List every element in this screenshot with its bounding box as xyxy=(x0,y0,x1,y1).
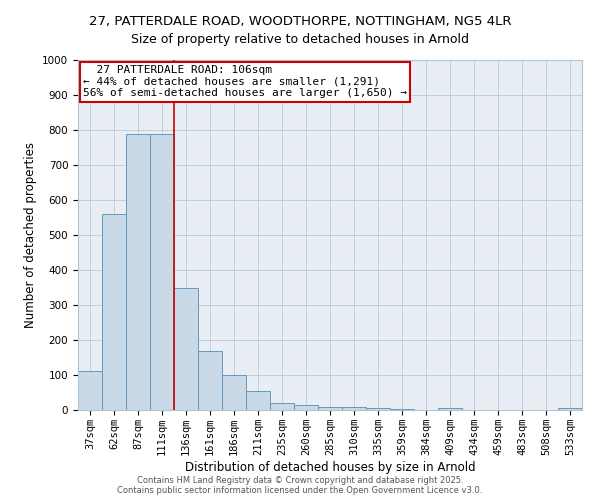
Y-axis label: Number of detached properties: Number of detached properties xyxy=(23,142,37,328)
Bar xyxy=(78,371,102,410)
Bar xyxy=(174,288,198,410)
Bar xyxy=(126,134,150,410)
Bar xyxy=(342,407,366,410)
Bar xyxy=(102,214,126,410)
Bar xyxy=(270,403,294,410)
Bar xyxy=(366,408,390,410)
Bar xyxy=(246,391,270,410)
Text: Size of property relative to detached houses in Arnold: Size of property relative to detached ho… xyxy=(131,32,469,46)
Bar xyxy=(198,350,222,410)
Bar xyxy=(222,375,246,410)
Bar xyxy=(318,406,342,410)
Text: 27 PATTERDALE ROAD: 106sqm
← 44% of detached houses are smaller (1,291)
56% of s: 27 PATTERDALE ROAD: 106sqm ← 44% of deta… xyxy=(83,66,407,98)
Text: 27, PATTERDALE ROAD, WOODTHORPE, NOTTINGHAM, NG5 4LR: 27, PATTERDALE ROAD, WOODTHORPE, NOTTING… xyxy=(89,15,511,28)
Bar xyxy=(558,408,582,410)
Text: Contains HM Land Registry data © Crown copyright and database right 2025.
Contai: Contains HM Land Registry data © Crown c… xyxy=(118,476,482,495)
Bar xyxy=(438,408,462,410)
Bar xyxy=(294,405,318,410)
Bar xyxy=(150,134,174,410)
X-axis label: Distribution of detached houses by size in Arnold: Distribution of detached houses by size … xyxy=(185,460,475,473)
